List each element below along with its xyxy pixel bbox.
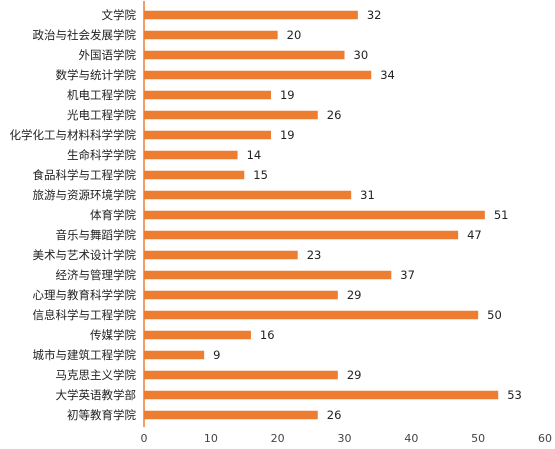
bar [144,130,271,140]
value-label: 29 [347,288,362,302]
x-tick-label: 50 [471,432,485,445]
value-label: 53 [507,388,522,402]
bar [144,250,298,260]
category-label: 音乐与舞蹈学院 [56,228,137,242]
value-label: 23 [307,248,322,262]
x-tick-label: 30 [338,432,352,445]
x-tick-label: 20 [271,432,285,445]
category-label: 化学化工与材料科学学院 [10,128,137,142]
bar [144,270,392,280]
category-label: 光电工程学院 [67,108,136,122]
value-label: 19 [280,128,295,142]
bar [144,390,499,400]
value-label: 26 [327,408,342,422]
x-tick-label: 10 [204,432,218,445]
category-label: 心理与教育科学学院 [33,288,137,302]
category-label: 传媒学院 [90,328,136,342]
value-label: 29 [347,368,362,382]
category-label: 机电工程学院 [67,88,136,102]
value-label: 50 [487,308,502,322]
value-label: 32 [367,8,382,22]
value-label: 9 [213,348,220,362]
category-label: 政治与社会发展学院 [33,28,137,42]
value-label: 30 [354,48,369,62]
bar [144,350,205,360]
x-tick-label: 60 [538,432,552,445]
value-label: 37 [400,268,415,282]
value-labels: 32 20 30 34 19 26 19 14 15 31 51 47 23 37 29 50 16 9 29 53 2… [213,8,522,422]
bar [144,290,338,300]
bar [144,190,352,200]
category-label: 数学与统计学院 [56,68,137,82]
bar [144,330,251,340]
category-label: 外国语学院 [79,48,137,62]
x-axis-ticks: 0 10 20 30 40 50 60 [141,432,553,445]
value-label: 34 [380,68,395,82]
value-label: 20 [287,28,302,42]
category-label: 美术与艺术设计学院 [33,248,137,262]
bar [144,110,318,120]
bars-group [144,10,499,420]
category-label: 体育学院 [90,208,136,222]
bar [144,370,338,380]
category-label: 信息科学与工程学院 [33,308,137,322]
value-label: 51 [494,208,509,222]
bar [144,210,485,220]
value-label: 47 [467,228,482,242]
bar [144,310,479,320]
category-label: 大学英语教学部 [56,388,137,402]
bar [144,10,358,20]
bar [144,90,271,100]
bar [144,170,245,180]
value-label: 14 [247,148,262,162]
x-tick-label: 40 [404,432,418,445]
category-label: 文学院 [102,8,137,22]
category-label: 城市与建筑工程学院 [33,348,137,362]
category-label: 马克思主义学院 [56,368,137,382]
category-labels: 文学院政治与社会发展学院外国语学院数学与统计学院机电工程学院光电工程学院化学化工… [10,8,137,422]
bar [144,150,238,160]
x-tick-label: 0 [141,432,148,445]
value-label: 15 [253,168,268,182]
category-label: 经济与管理学院 [56,268,137,282]
bar [144,50,345,60]
category-label: 初等教育学院 [67,408,136,422]
bar [144,230,459,240]
category-label: 食品科学与工程学院 [33,168,137,182]
bar [144,30,278,40]
bar [144,410,318,420]
category-label: 旅游与资源环境学院 [33,188,137,202]
value-label: 31 [360,188,375,202]
value-label: 16 [260,328,275,342]
bar [144,70,372,80]
value-label: 19 [280,88,295,102]
value-label: 26 [327,108,342,122]
category-label: 生命科学学院 [67,148,136,162]
